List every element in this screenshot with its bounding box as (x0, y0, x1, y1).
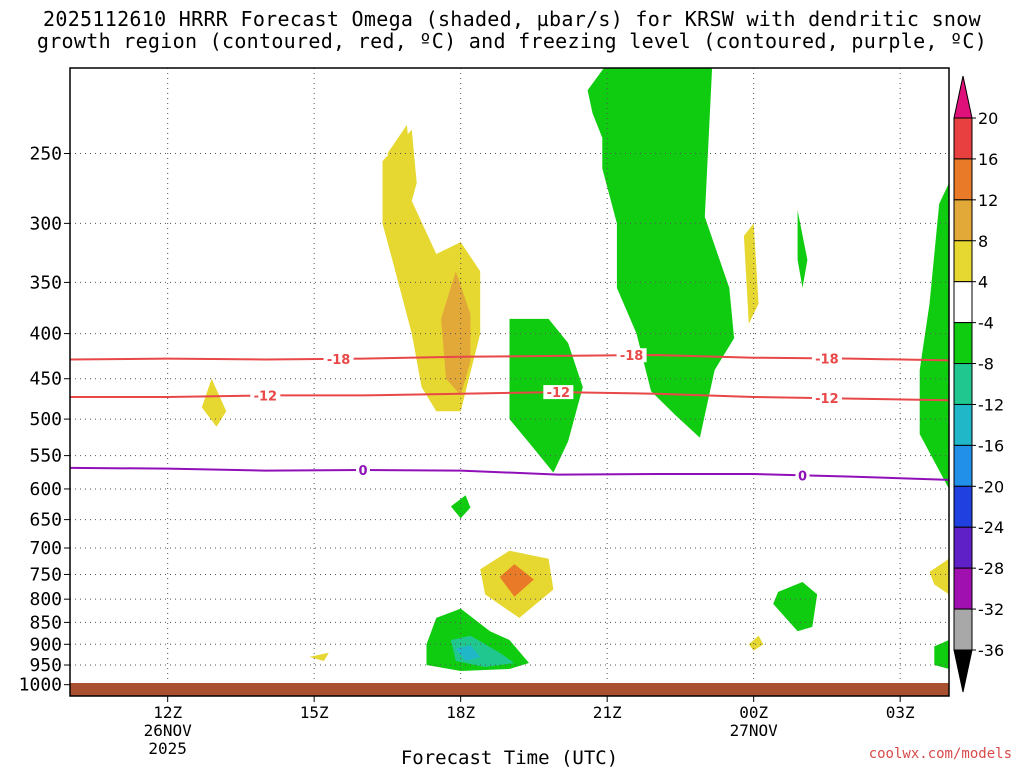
ytick-label-650: 650 (29, 510, 62, 531)
ytick-label-600: 600 (29, 479, 62, 500)
ytick-label-400: 400 (29, 324, 62, 345)
contour-label-0-2: -18 (815, 352, 839, 367)
colorbar-tick-label-12: -32 (978, 600, 1004, 619)
contour-line-2 (70, 466, 949, 481)
contour-label-bg-1-0 (250, 388, 281, 403)
contour-label-bg-2-0 (356, 462, 370, 477)
colorbar-tick-label-4: 4 (978, 273, 988, 292)
plot-area: -18 -18 -18 -12 -12 -12 0 0 (70, 68, 949, 696)
ytick-label-350: 350 (29, 272, 62, 293)
omega-region-ascent-small-600 (450, 495, 471, 519)
colorbar-tick-label-13: -36 (978, 641, 1004, 660)
omega-region-descent-upper-peak (387, 124, 412, 183)
x-axis-label: Forecast Time (UTC) (401, 747, 618, 768)
colorbar-tick-label-2: 12 (978, 191, 998, 210)
omega-region-ascent-right-edge (919, 183, 949, 489)
colorbar-tick-label-7: -12 (978, 395, 1004, 414)
xtick-label-27: 03Z (886, 703, 915, 722)
contour-line-0 (70, 353, 949, 362)
xtick-label-21: 21Z (593, 703, 622, 722)
xtick-label-24: 00Z (739, 703, 768, 722)
contour-line-1 (70, 391, 949, 402)
xtick-label-18: 18Z (446, 703, 475, 722)
colorbar-bin--32-to--28 (953, 567, 973, 610)
colorbar-bin--20-to--16 (953, 444, 973, 487)
colorbar-bin-16-to-20 (953, 117, 973, 160)
watermark: coolwx.com/models (868, 746, 1012, 762)
colorbar-bin--4-to-4 (953, 281, 973, 324)
omega-region-descent-small-left (201, 378, 227, 427)
ytick-label-450: 450 (29, 369, 62, 390)
omega-region-ascent-upper-block (587, 68, 735, 438)
omega-region-ascent-right-bottom (934, 640, 949, 669)
xtick-label-15: 15Z (300, 703, 329, 722)
terrain-surface (70, 683, 949, 696)
ytick-label-800: 800 (29, 589, 62, 610)
ytick-label-900: 900 (29, 634, 62, 655)
xtick-label-12: 12Z (153, 703, 182, 722)
chart-title-line1: 2025112610 HRRR Forecast Omega (shaded, … (43, 7, 981, 31)
ytick-label-1000: 1000 (19, 675, 62, 696)
xtick-date-24: 27NOV (730, 721, 779, 740)
colorbar-tick-label-3: 8 (978, 232, 988, 251)
omega-region-ascent-right-small (797, 210, 808, 288)
colorbar-bin-8-to-12 (953, 199, 973, 242)
xtick-date-12: 26NOV (144, 721, 193, 740)
ytick-label-750: 750 (29, 564, 62, 585)
ytick-label-950: 950 (29, 655, 62, 676)
colorbar-tick-label-8: -16 (978, 436, 1004, 455)
colorbar-bin--24-to--20 (953, 485, 973, 528)
ytick-label-700: 700 (29, 538, 62, 559)
colorbar-bin-12-to-16 (953, 158, 973, 201)
contour-label-2-0: 0 (358, 464, 367, 479)
contour-label-0-0: -18 (327, 353, 351, 368)
colorbar-bin--36-to--32 (953, 608, 973, 651)
colorbar-bin--12-to--8 (953, 363, 973, 405)
colorbar-bin--28-to--24 (953, 526, 973, 569)
colorbar-tick-label-9: -20 (978, 477, 1004, 496)
colorbar-bin--16-to--12 (953, 403, 973, 446)
contour-label-bg-2-1 (795, 468, 810, 483)
colorbar-tick-label-1: 16 (978, 150, 998, 169)
contour-label-bg-1-1 (543, 385, 574, 400)
ytick-label-250: 250 (29, 143, 62, 164)
xtick-year-12: 2025 (148, 739, 187, 758)
omega-region-ascent-right-lower (773, 582, 818, 632)
omega-region-descent-low-core (499, 564, 534, 597)
plot-frame (69, 67, 950, 697)
contour-label-0-1: -18 (620, 349, 644, 364)
contour-label-bg-0-0 (323, 351, 354, 366)
contour-label-1-2: -12 (815, 392, 839, 407)
omega-region-descent-right-lower (929, 558, 949, 595)
colorbar-bin-4-to-8 (953, 240, 973, 283)
colorbar-top-arrow (953, 75, 973, 119)
colorbar-bin--8-to--4 (953, 322, 973, 365)
contour-label-bg-0-2 (811, 351, 842, 366)
contour-label-1-1: -12 (547, 386, 571, 401)
omega-region-descent-thin-top (743, 223, 759, 324)
ytick-label-300: 300 (29, 213, 62, 234)
ytick-label-550: 550 (29, 446, 62, 467)
colorbar-tick-label-5: -4 (978, 314, 994, 333)
colorbar-tick-label-6: -8 (978, 355, 994, 374)
colorbar-tick-label-11: -28 (978, 559, 1004, 578)
omega-region-descent-tiny-lower (748, 635, 764, 651)
colorbar-tick-label-0: 20 (978, 109, 998, 128)
colorbar-tick-label-10: -24 (978, 518, 1004, 537)
contour-label-bg-0-1 (616, 348, 647, 363)
omega-region-ascent-low-center (455, 645, 481, 661)
chart-title-line2: growth region (contoured, red, ºC) and f… (36, 29, 988, 53)
contour-label-1-0: -12 (254, 389, 278, 404)
contour-label-bg-1-2 (811, 391, 842, 406)
colorbar-bottom-arrow (953, 649, 973, 693)
contour-label-2-1: 0 (798, 469, 807, 484)
omega-region-descent-small-bottom (309, 652, 329, 661)
ytick-label-500: 500 (29, 409, 62, 430)
ytick-label-850: 850 (29, 612, 62, 633)
